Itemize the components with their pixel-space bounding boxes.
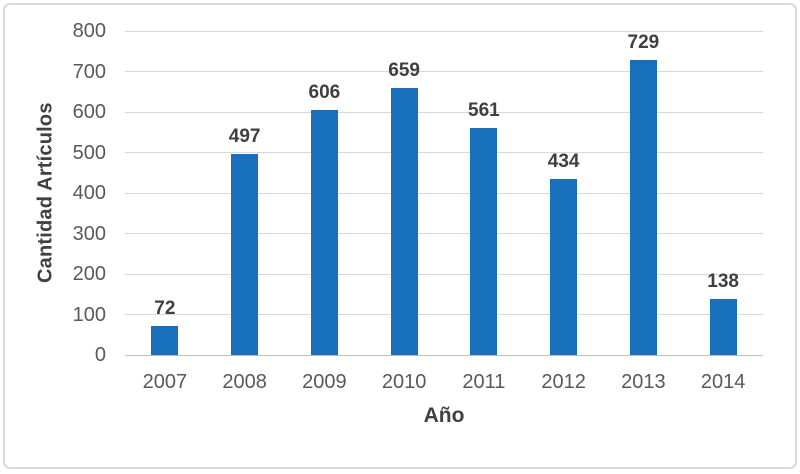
x-tick-label: 2014	[700, 371, 746, 393]
bar-value-label: 606	[308, 81, 341, 103]
y-tick-label: 100	[72, 303, 106, 326]
gridline	[125, 71, 763, 72]
y-tick-label: 700	[72, 60, 106, 83]
y-tick-label: 500	[72, 141, 106, 164]
gridline	[125, 273, 763, 275]
bar	[550, 179, 578, 355]
bar	[470, 127, 498, 355]
x-axis-line	[125, 354, 763, 356]
bar	[231, 153, 259, 355]
bar-value-label: 729	[627, 31, 660, 53]
bar-value-label: 138	[707, 271, 739, 293]
gridline	[125, 314, 763, 315]
bar	[390, 88, 418, 355]
bar-value-label: 497	[228, 125, 261, 147]
x-tick-label: 2009	[302, 371, 347, 393]
y-tick-label: 0	[94, 344, 106, 366]
x-tick-label: 2008	[222, 371, 267, 393]
y-tick-label: 800	[72, 20, 106, 42]
bar-value-label: 72	[154, 297, 176, 319]
x-axis-title: Año	[423, 404, 465, 427]
gridline	[125, 111, 763, 113]
x-tick-label: 2012	[541, 371, 586, 393]
gridline	[125, 30, 763, 32]
gridline	[125, 152, 763, 153]
y-tick-label: 400	[72, 182, 106, 204]
bar	[310, 109, 338, 355]
gridline	[125, 192, 763, 194]
y-tick-label: 600	[72, 101, 106, 123]
gridline	[125, 233, 763, 234]
x-tick-label: 2011	[462, 371, 506, 393]
bar	[151, 325, 179, 355]
bar-value-label: 561	[468, 99, 500, 121]
bar	[629, 59, 657, 355]
bar-value-label: 434	[547, 151, 580, 173]
x-tick-label: 2010	[381, 371, 427, 393]
bar	[709, 299, 737, 355]
y-tick-label: 300	[72, 222, 106, 245]
y-tick-label: 200	[72, 263, 106, 285]
x-tick-label: 2007	[142, 371, 188, 393]
bar-value-label: 659	[388, 60, 420, 82]
x-tick-label: 2013	[621, 371, 666, 393]
